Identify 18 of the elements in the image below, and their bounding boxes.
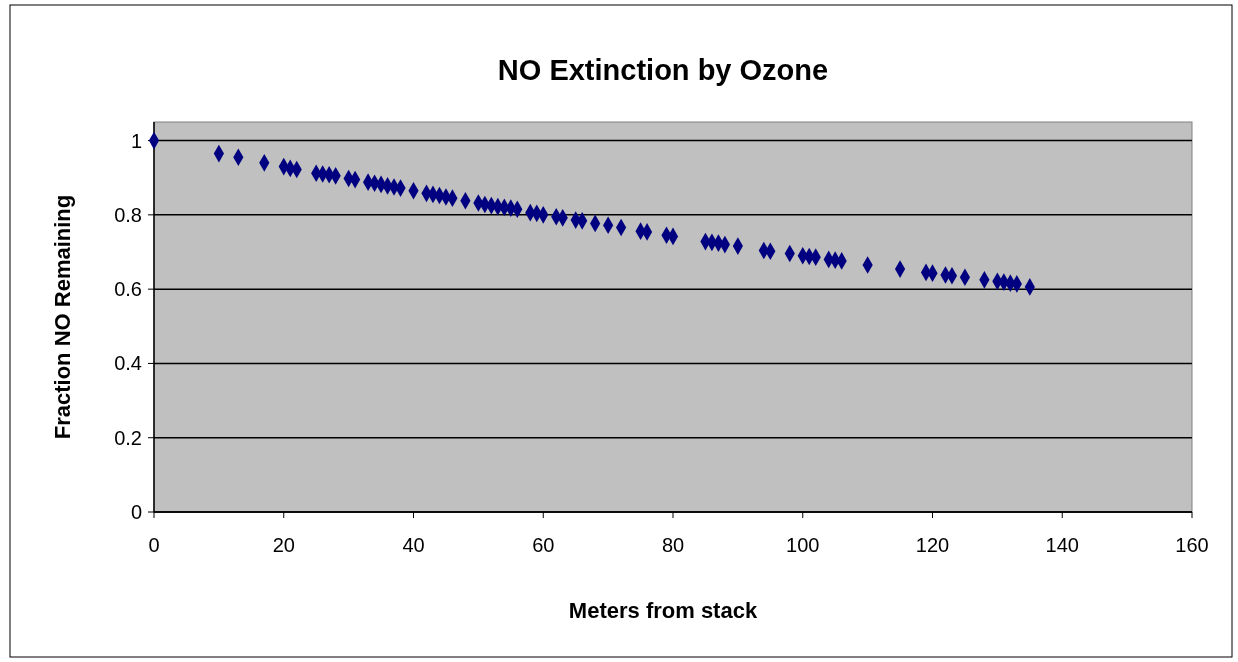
y-tick-label: 0.6 xyxy=(114,278,142,301)
x-tick-label: 0 xyxy=(148,534,160,556)
y-tick-label: 0 xyxy=(130,501,142,523)
x-tick-label: 140 xyxy=(1045,534,1079,556)
y-tick-label: 0.2 xyxy=(114,426,142,449)
chart-title: NO Extinction by Ozone xyxy=(497,54,829,86)
x-tick-label: 60 xyxy=(532,534,555,556)
y-axis-title: Fraction NO Remaining xyxy=(50,194,75,440)
x-tick-label: 120 xyxy=(915,534,950,556)
y-tick-label: 1 xyxy=(130,129,142,152)
y-tick-label: 0.4 xyxy=(114,352,142,375)
y-tick-label: 0.8 xyxy=(114,203,142,226)
x-tick-label: 20 xyxy=(272,534,295,556)
x-axis-title: Meters from stack xyxy=(568,598,758,623)
x-tick-label: 160 xyxy=(1175,534,1209,556)
x-tick-label: 40 xyxy=(402,534,425,556)
x-tick-label: 80 xyxy=(661,534,685,556)
x-tick-label: 100 xyxy=(786,534,820,556)
